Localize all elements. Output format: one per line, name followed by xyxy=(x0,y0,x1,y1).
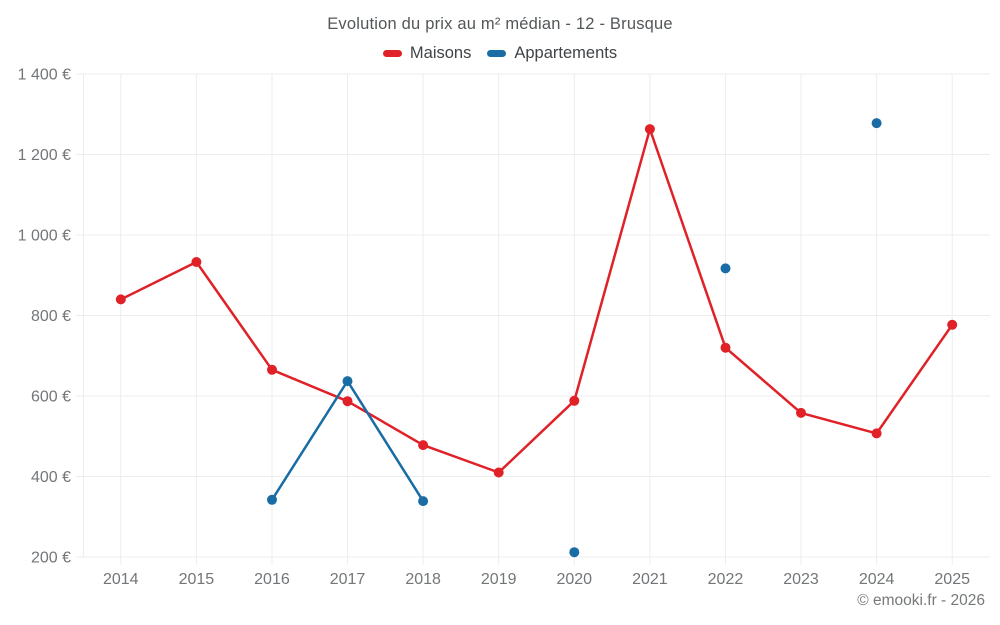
x-axis-tick-label: 2025 xyxy=(934,571,970,588)
data-point-appartements-2024[interactable] xyxy=(871,118,882,129)
y-axis-tick-label: 600 € xyxy=(31,389,71,406)
x-axis-tick-label: 2019 xyxy=(481,571,517,588)
data-point-maisons-2023[interactable] xyxy=(796,407,806,418)
data-point-maisons-2022[interactable] xyxy=(720,342,731,353)
data-point-maisons-2019[interactable] xyxy=(493,467,504,478)
data-point-maisons-2016[interactable] xyxy=(267,364,277,375)
data-point-appartements-2017[interactable] xyxy=(342,376,353,387)
data-point-maisons-2017[interactable] xyxy=(342,396,353,407)
chart-title: Evolution du prix au m² médian - 12 - Br… xyxy=(327,15,673,33)
legend-item-maisons[interactable]: Maisons xyxy=(382,44,472,63)
y-axis-tick-label: 1 400 € xyxy=(18,67,71,84)
data-point-maisons-2020[interactable] xyxy=(569,395,580,406)
data-point-maisons-2021[interactable] xyxy=(644,124,655,135)
y-axis-tick-label: 800 € xyxy=(31,308,71,325)
credit-text: © emooki.fr - 2026 xyxy=(857,592,985,609)
x-axis-tick-label: 2018 xyxy=(405,571,441,588)
y-axis-tick-label: 200 € xyxy=(31,550,71,567)
data-point-appartements-2016[interactable] xyxy=(267,494,277,505)
legend-item-appartements[interactable]: Appartements xyxy=(487,44,617,63)
chart-grid: 200 € 400 € 600 € 800 € 1 000 € 1 200 € 1 400 … xyxy=(18,67,990,588)
y-axis-tick-label: 1 200 € xyxy=(18,147,71,164)
x-axis-tick-label: 2024 xyxy=(859,571,895,588)
x-axis-tick-label: 2017 xyxy=(330,571,366,588)
data-point-maisons-2015[interactable] xyxy=(191,257,202,267)
chart-legend: Maisons Appartements xyxy=(0,44,1000,63)
legend-label-appartements: Appartements xyxy=(514,44,618,62)
x-axis-tick-label: 2016 xyxy=(254,571,290,588)
series-maisons xyxy=(115,124,958,478)
series-line-maisons xyxy=(119,127,954,474)
y-axis-tick-label: 400 € xyxy=(31,469,71,486)
x-axis-tick-label: 2014 xyxy=(103,571,139,588)
legend-label-maisons: Maisons xyxy=(409,44,472,62)
data-point-maisons-2014[interactable] xyxy=(115,294,126,305)
x-axis-tick-label: 2022 xyxy=(708,571,744,588)
data-point-appartements-2020[interactable] xyxy=(569,547,580,558)
series-appartements xyxy=(267,118,882,558)
data-point-appartements-2018[interactable] xyxy=(418,496,429,507)
maisons-swatch-icon xyxy=(382,50,402,57)
x-axis-tick-label: 2021 xyxy=(632,571,668,588)
data-point-maisons-2024[interactable] xyxy=(871,428,882,439)
x-axis-tick-label: 2015 xyxy=(179,571,215,588)
x-axis-tick-label: 2023 xyxy=(783,571,819,588)
appartements-swatch-icon xyxy=(487,50,507,57)
data-point-maisons-2018[interactable] xyxy=(418,440,429,451)
y-axis-tick-label: 1 000 € xyxy=(18,228,71,245)
data-point-appartements-2022[interactable] xyxy=(720,263,731,274)
x-axis-tick-label: 2020 xyxy=(556,571,592,588)
data-point-maisons-2025[interactable] xyxy=(947,319,958,330)
